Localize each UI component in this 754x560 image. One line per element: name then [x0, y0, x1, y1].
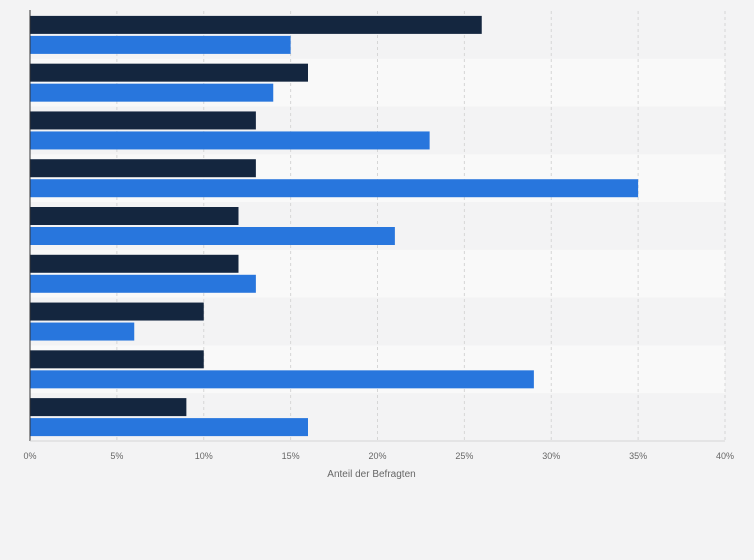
bar-series-1	[30, 63, 308, 82]
x-tick-label: 0%	[23, 451, 36, 461]
x-tick-label: 35%	[629, 451, 647, 461]
x-tick-label: 30%	[542, 451, 560, 461]
x-axis-title: Anteil der Befragten	[327, 469, 415, 480]
bar-series-1	[30, 254, 239, 273]
bar-group	[30, 15, 639, 437]
bar-series-2	[30, 370, 534, 389]
x-tick-label: 25%	[455, 451, 473, 461]
x-tick-label: 40%	[716, 451, 734, 461]
x-tick-label: 10%	[195, 451, 213, 461]
bar-series-1	[30, 159, 256, 178]
x-axis-tick-labels: 0% 5% 10% 15% 20% 25% 30% 35% 40%	[23, 451, 734, 461]
bar-series-2	[30, 35, 291, 54]
bar-series-2	[30, 322, 135, 341]
x-tick-label: 15%	[282, 451, 300, 461]
bar-series-1	[30, 350, 204, 369]
bar-series-2	[30, 227, 395, 245]
bar-series-2	[30, 83, 274, 102]
bar-series-2	[30, 131, 430, 150]
bar-series-1	[30, 302, 204, 321]
bar-series-2	[30, 418, 308, 437]
bar-series-2	[30, 274, 256, 293]
axes	[29, 10, 725, 442]
x-tick-label: 5%	[110, 451, 123, 461]
x-tick-label: 20%	[368, 451, 386, 461]
bar-series-1	[30, 15, 482, 34]
bar-series-1	[30, 207, 239, 225]
bar-series-2	[30, 179, 639, 198]
bar-series-1	[30, 111, 256, 130]
bar-series-1	[30, 398, 187, 417]
